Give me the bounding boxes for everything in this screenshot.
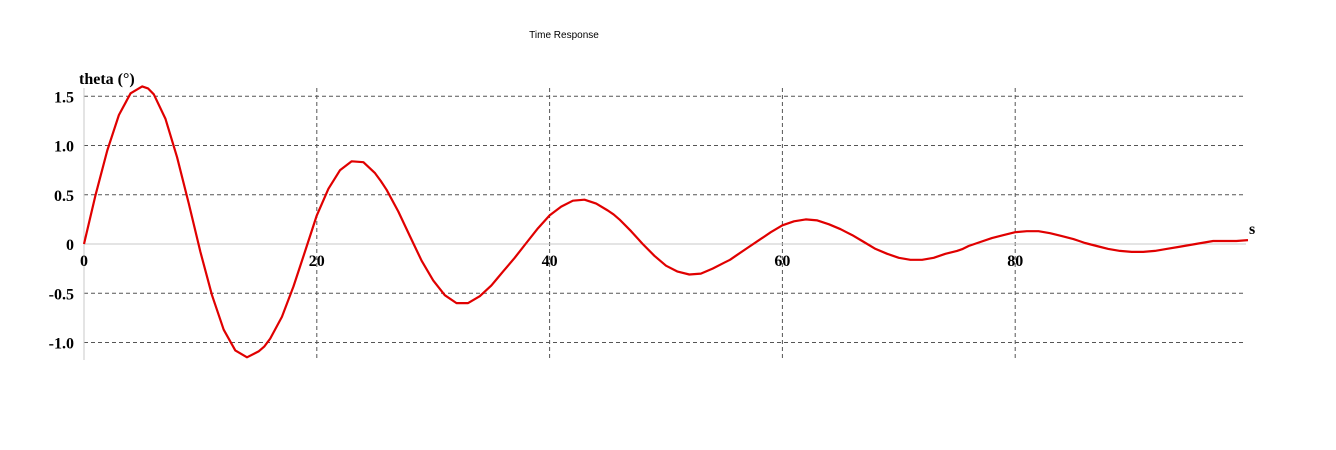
x-axis-label: s: [1249, 221, 1255, 238]
y-tick-label: -1.0: [49, 336, 74, 353]
x-tick-label: 60: [774, 253, 790, 270]
x-tick-label: 20: [309, 253, 325, 270]
x-tick-label: 0: [80, 253, 88, 270]
grid-lines: [84, 88, 1246, 360]
x-tick-label: 40: [542, 253, 558, 270]
y-tick-label: 0: [66, 237, 74, 254]
y-tick-label: 1.5: [54, 89, 74, 106]
x-tick-label: 80: [1007, 253, 1023, 270]
y-axis-label: theta (°): [79, 71, 135, 88]
y-tick-label: -0.5: [49, 286, 74, 303]
y-tick-label: 1.0: [54, 139, 74, 156]
chart-title: Time Response: [529, 30, 599, 41]
tick-labels: 1.5 1.0 0.5 0 -0.5 -1.0 0 20 40 60 80: [49, 89, 1024, 352]
axes: [83, 88, 1246, 360]
y-tick-label: 0.5: [54, 188, 74, 205]
theta-series-line: [82, 85, 1249, 359]
